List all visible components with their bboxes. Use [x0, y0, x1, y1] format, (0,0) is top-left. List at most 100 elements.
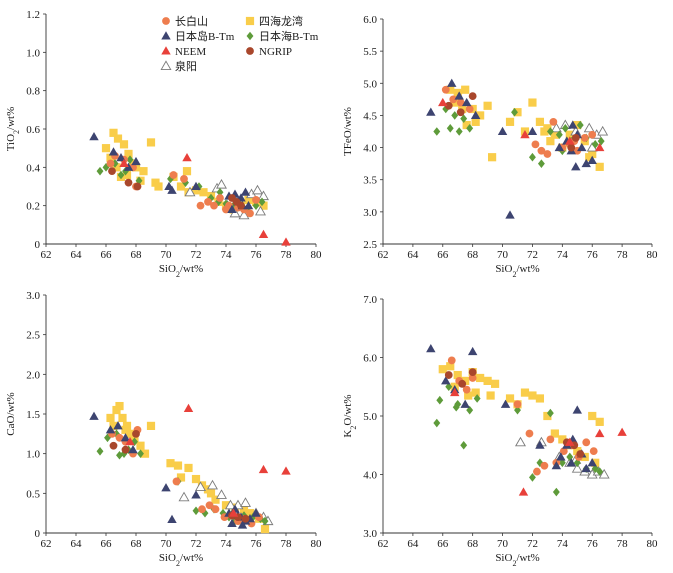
- data-point: [462, 385, 471, 394]
- y-tick-label: 0: [35, 528, 41, 540]
- data-point: [237, 520, 248, 529]
- panel-k2o: 62 64 66 68 70 72 74 76 78 80 3.0 4.0 5.0 6.0 7.0 SiO2/…: [342, 294, 658, 568]
- data-point: [227, 204, 237, 214]
- data-point: [525, 429, 534, 438]
- x-tick-label: 62: [378, 538, 389, 550]
- data-point: [261, 516, 269, 526]
- data-point: [505, 117, 515, 126]
- data-point: [239, 505, 249, 514]
- data-point: [581, 463, 591, 473]
- x-axis-title: SiO2/wt%: [159, 263, 203, 279]
- data-point: [444, 101, 453, 110]
- data-point: [240, 497, 251, 507]
- data-point: [587, 155, 597, 164]
- data-point: [566, 452, 574, 462]
- x-tick-label: 64: [407, 538, 419, 550]
- data-point: [460, 399, 470, 408]
- data-point: [176, 182, 186, 191]
- data-point: [528, 391, 537, 400]
- data-point: [122, 166, 129, 176]
- series-japan_island: [426, 78, 597, 219]
- data-point: [533, 467, 541, 476]
- data-point: [617, 427, 627, 436]
- data-point: [588, 130, 597, 139]
- data-point: [191, 474, 201, 484]
- data-point: [598, 468, 610, 479]
- data-point: [531, 140, 540, 149]
- data-point: [535, 117, 545, 126]
- x-tick-label: 62: [378, 249, 389, 261]
- data-point: [108, 167, 116, 176]
- x-tick-label: 74: [221, 538, 233, 550]
- data-point: [476, 373, 485, 383]
- data-point: [567, 143, 576, 152]
- data-point: [146, 138, 156, 147]
- data-point: [537, 159, 545, 168]
- data-point: [591, 140, 599, 149]
- x-tick-label: 70: [161, 249, 173, 261]
- data-point: [207, 479, 218, 490]
- x-tick-label: 72: [191, 249, 202, 261]
- data-point: [115, 433, 124, 442]
- data-point: [558, 458, 566, 468]
- x-tick-label: 72: [527, 249, 538, 261]
- data-point: [113, 134, 123, 143]
- data-point: [89, 411, 99, 420]
- data-point: [537, 146, 546, 155]
- data-point: [514, 436, 526, 447]
- data-point: [514, 405, 521, 415]
- data-point: [505, 394, 515, 403]
- data-point: [546, 435, 555, 444]
- data-point: [565, 437, 575, 446]
- data-point: [450, 387, 460, 397]
- data-point: [513, 400, 522, 409]
- x-axis-title: SiO2/wt%: [495, 263, 539, 279]
- data-point: [536, 458, 544, 468]
- data-point: [117, 170, 125, 180]
- data-point: [113, 421, 123, 430]
- x-tick-label: 78: [617, 538, 629, 550]
- data-point: [576, 120, 584, 130]
- data-point: [258, 197, 266, 207]
- series-neem: [125, 403, 291, 517]
- data-point: [596, 467, 604, 476]
- y-tick-label: 0.5: [26, 488, 40, 500]
- data-point: [561, 123, 569, 133]
- data-point: [454, 91, 464, 100]
- data-point: [460, 114, 468, 123]
- data-point: [96, 166, 104, 176]
- data-point: [211, 505, 220, 514]
- data-point: [520, 388, 530, 397]
- data-point: [546, 137, 555, 146]
- data-point: [240, 187, 251, 196]
- data-point: [167, 514, 177, 524]
- x-tick-label: 70: [161, 538, 173, 550]
- data-point: [447, 78, 457, 87]
- data-point: [582, 438, 591, 447]
- data-point: [546, 408, 554, 418]
- legend-label: 泉阳: [175, 59, 197, 73]
- data-point: [456, 108, 465, 117]
- data-point: [441, 85, 450, 94]
- data-point: [281, 466, 291, 475]
- x-tick-label: 80: [647, 538, 659, 550]
- legend-marker: [246, 31, 254, 41]
- data-point: [460, 440, 468, 450]
- data-point: [490, 379, 500, 388]
- data-point: [109, 421, 118, 430]
- legend-label: 日本海B-Tm: [259, 29, 319, 43]
- data-point: [576, 450, 585, 458]
- data-point: [511, 107, 518, 117]
- data-point: [255, 205, 266, 216]
- data-point: [125, 437, 135, 446]
- x-tick-label: 70: [497, 249, 509, 261]
- data-point: [441, 376, 451, 385]
- data-point: [106, 153, 115, 162]
- data-point: [116, 153, 126, 162]
- data-point: [227, 518, 237, 528]
- y-tick-label: 1.2: [26, 9, 40, 21]
- data-point: [540, 461, 549, 470]
- legend-marker: [160, 60, 172, 70]
- data-point: [119, 140, 129, 149]
- data-point: [216, 187, 224, 197]
